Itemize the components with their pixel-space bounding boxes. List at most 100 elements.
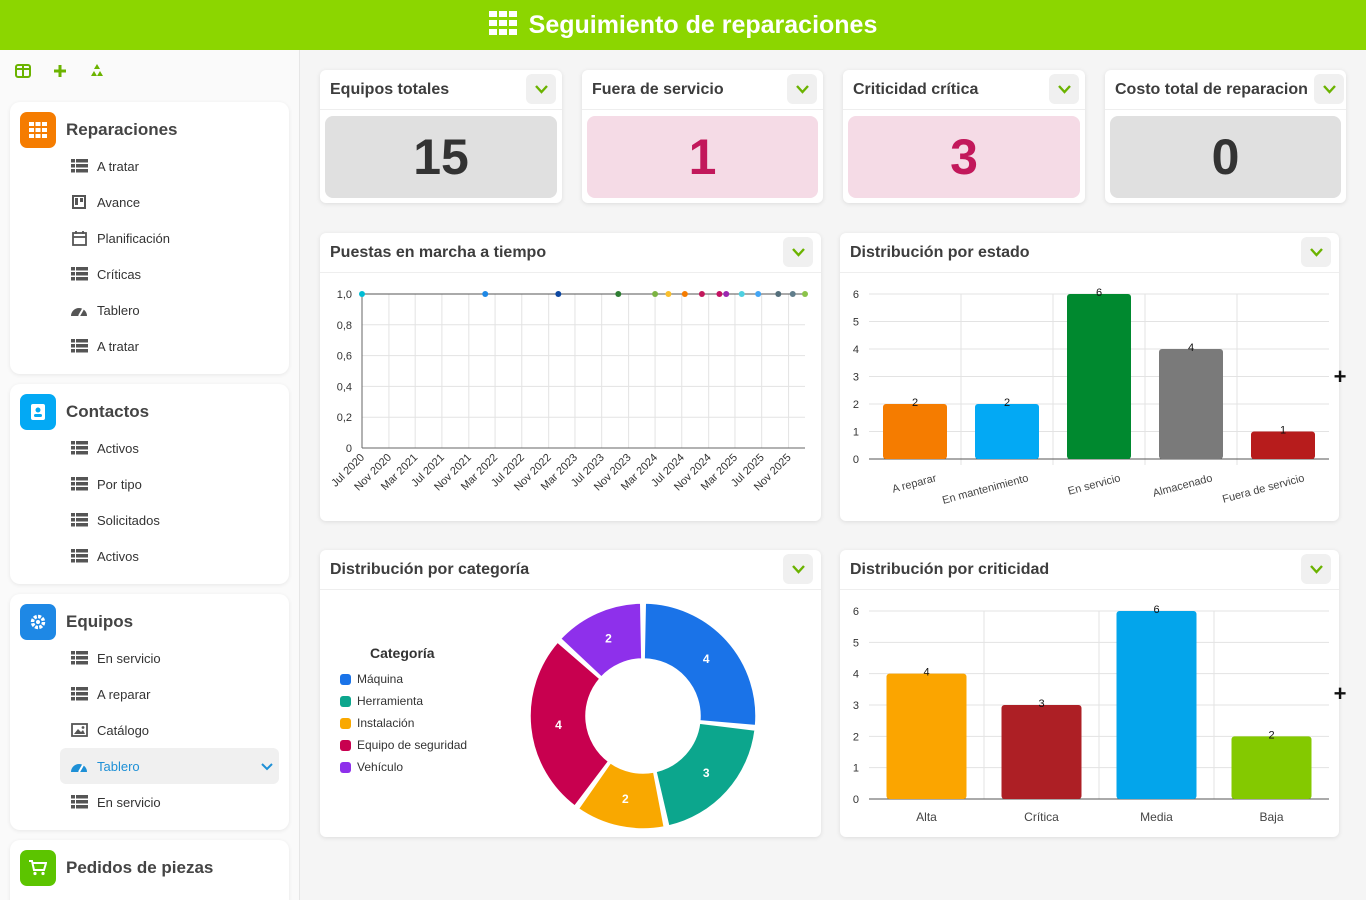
sidebar-item-avance[interactable]: Avance xyxy=(10,184,289,220)
section-header[interactable]: Pedidos de piezas xyxy=(20,850,289,886)
sidebar-item-planificacion[interactable]: Planificación xyxy=(10,220,289,256)
sidebar-item-activos[interactable]: Activos xyxy=(10,538,289,574)
chevron-down-icon[interactable] xyxy=(1314,74,1344,104)
chevron-down-icon[interactable] xyxy=(1301,237,1331,267)
sidebar-item-label: Activos xyxy=(97,440,139,456)
y-tick-label: 0 xyxy=(853,454,859,466)
slice-label: 3 xyxy=(703,766,710,780)
legend-swatch xyxy=(340,717,351,729)
bar xyxy=(1001,705,1082,799)
kpi-title: Criticidad crítica xyxy=(843,70,1085,110)
chart-title: Distribución por criticidad xyxy=(840,550,1339,590)
section-reparaciones: Reparaciones A tratar Avance Planificaci… xyxy=(10,102,289,374)
data-point xyxy=(681,291,688,297)
table-icon xyxy=(70,475,88,493)
contact-book-icon xyxy=(20,394,56,430)
add-widget-icon[interactable]: + xyxy=(1333,364,1347,389)
x-tick-label: Almacenado xyxy=(1152,472,1214,499)
y-tick-label: 6 xyxy=(853,289,859,301)
y-tick-label: 0,8 xyxy=(337,320,352,332)
pie-slice xyxy=(655,722,756,827)
chevron-down-icon[interactable] xyxy=(787,74,817,104)
pie-slice xyxy=(529,641,610,808)
data-label: 4 xyxy=(1188,342,1194,354)
legend-item[interactable]: Herramienta xyxy=(340,694,423,708)
table-icon xyxy=(70,265,88,283)
sidebar-item-en-servicio[interactable]: En servicio xyxy=(10,784,289,820)
sidebar-item-criticas[interactable]: Críticas xyxy=(10,256,289,292)
sidebar-item-tablero[interactable]: Tablero xyxy=(10,292,289,328)
calendar-icon xyxy=(70,229,88,247)
chevron-down-icon[interactable] xyxy=(783,237,813,267)
layout-icon[interactable] xyxy=(13,61,33,81)
pie-slice xyxy=(643,602,757,727)
kpi-card-fuera-de-servicio: Fuera de servicio 1 xyxy=(582,70,823,203)
x-tick-label: Alta xyxy=(916,810,937,824)
sidebar-item-label: Tablero xyxy=(97,302,140,318)
sidebar-item-en-servicio[interactable]: En servicio xyxy=(10,640,289,676)
legend-swatch xyxy=(340,673,351,685)
x-tick-label: En mantenimiento xyxy=(941,472,1030,507)
legend-item[interactable]: Instalación xyxy=(340,716,414,730)
chart-card-distribucion-estado: Distribución por estado 0 1 2 3 4 5 6 2 A repara… xyxy=(840,233,1339,521)
sidebar-item-a-tratar[interactable]: A tratar xyxy=(10,328,289,364)
chevron-down-icon[interactable] xyxy=(783,554,813,584)
data-point xyxy=(652,291,659,297)
sidebar-item-a-reparar[interactable]: A reparar xyxy=(10,676,289,712)
chart-card-distribucion-criticidad: Distribución por criticidad 0 1 2 3 4 5 6 4 Alta… xyxy=(840,550,1339,837)
y-tick-label: 4 xyxy=(853,344,859,356)
legend-item[interactable]: Equipo de seguridad xyxy=(340,738,467,752)
kpi-value: 15 xyxy=(325,116,557,198)
y-tick-label: 6 xyxy=(853,606,859,618)
table-icon xyxy=(70,649,88,667)
legend-item[interactable]: Vehículo xyxy=(340,760,403,774)
sidebar-item-a-tratar[interactable]: A tratar xyxy=(10,148,289,184)
x-tick-label: Media xyxy=(1140,810,1173,824)
data-label: 1 xyxy=(1280,425,1286,437)
y-tick-label: 0,2 xyxy=(337,412,352,424)
x-tick-label: Fuera de servicio xyxy=(1221,472,1306,505)
pie-slice xyxy=(559,602,643,679)
section-pedidos: Pedidos de piezas xyxy=(10,840,289,900)
kpi-value: 3 xyxy=(848,116,1080,198)
data-point xyxy=(723,291,730,297)
donut-chart: 4 3 2 4 2 xyxy=(529,602,757,830)
data-label: 2 xyxy=(912,397,918,409)
data-point xyxy=(716,291,723,297)
chevron-down-icon[interactable] xyxy=(1301,554,1331,584)
data-label: 6 xyxy=(1153,604,1159,616)
chevron-down-icon[interactable] xyxy=(261,759,273,774)
kpi-title: Equipos totales xyxy=(320,70,562,110)
section-contactos: Contactos Activos Por tipo Solicitados A… xyxy=(10,384,289,584)
add-icon[interactable] xyxy=(50,61,70,81)
data-point xyxy=(802,291,808,297)
sidebar-item-catalogo[interactable]: Catálogo xyxy=(10,712,289,748)
sidebar-item-solicitados[interactable]: Solicitados xyxy=(10,502,289,538)
kpi-value: 1 xyxy=(587,116,818,198)
chart-title: Puestas en marcha a tiempo xyxy=(320,233,821,273)
chevron-down-icon[interactable] xyxy=(1049,74,1079,104)
kpi-card-equipos-totales: Equipos totales 15 xyxy=(320,70,562,203)
section-header[interactable]: Equipos xyxy=(20,604,289,640)
dashboard-icon xyxy=(70,757,88,775)
sidebar-item-tablero[interactable]: Tablero xyxy=(60,748,279,784)
chevron-down-icon[interactable] xyxy=(526,74,556,104)
sidebar-item-activos[interactable]: Activos xyxy=(10,430,289,466)
sidebar-item-label: Avance xyxy=(97,194,141,210)
legend-title: Categoría xyxy=(370,645,435,661)
section-header[interactable]: Reparaciones xyxy=(20,112,289,148)
table-icon xyxy=(70,547,88,565)
legend-item[interactable]: Máquina xyxy=(340,672,403,686)
bar xyxy=(1251,431,1315,459)
kanban-icon xyxy=(70,193,88,211)
sidebar-item-por-tipo[interactable]: Por tipo xyxy=(10,466,289,502)
app-header: Seguimiento de reparaciones xyxy=(0,0,1366,50)
sidebar-item-label: En servicio xyxy=(97,650,161,666)
recycle-icon[interactable] xyxy=(87,61,107,81)
slice-label: 2 xyxy=(605,631,612,645)
sidebar-item-label: Solicitados xyxy=(97,512,160,528)
add-widget-icon[interactable]: + xyxy=(1333,681,1347,706)
section-header[interactable]: Contactos xyxy=(20,394,289,430)
sidebar-item-label: Activos xyxy=(97,548,139,564)
